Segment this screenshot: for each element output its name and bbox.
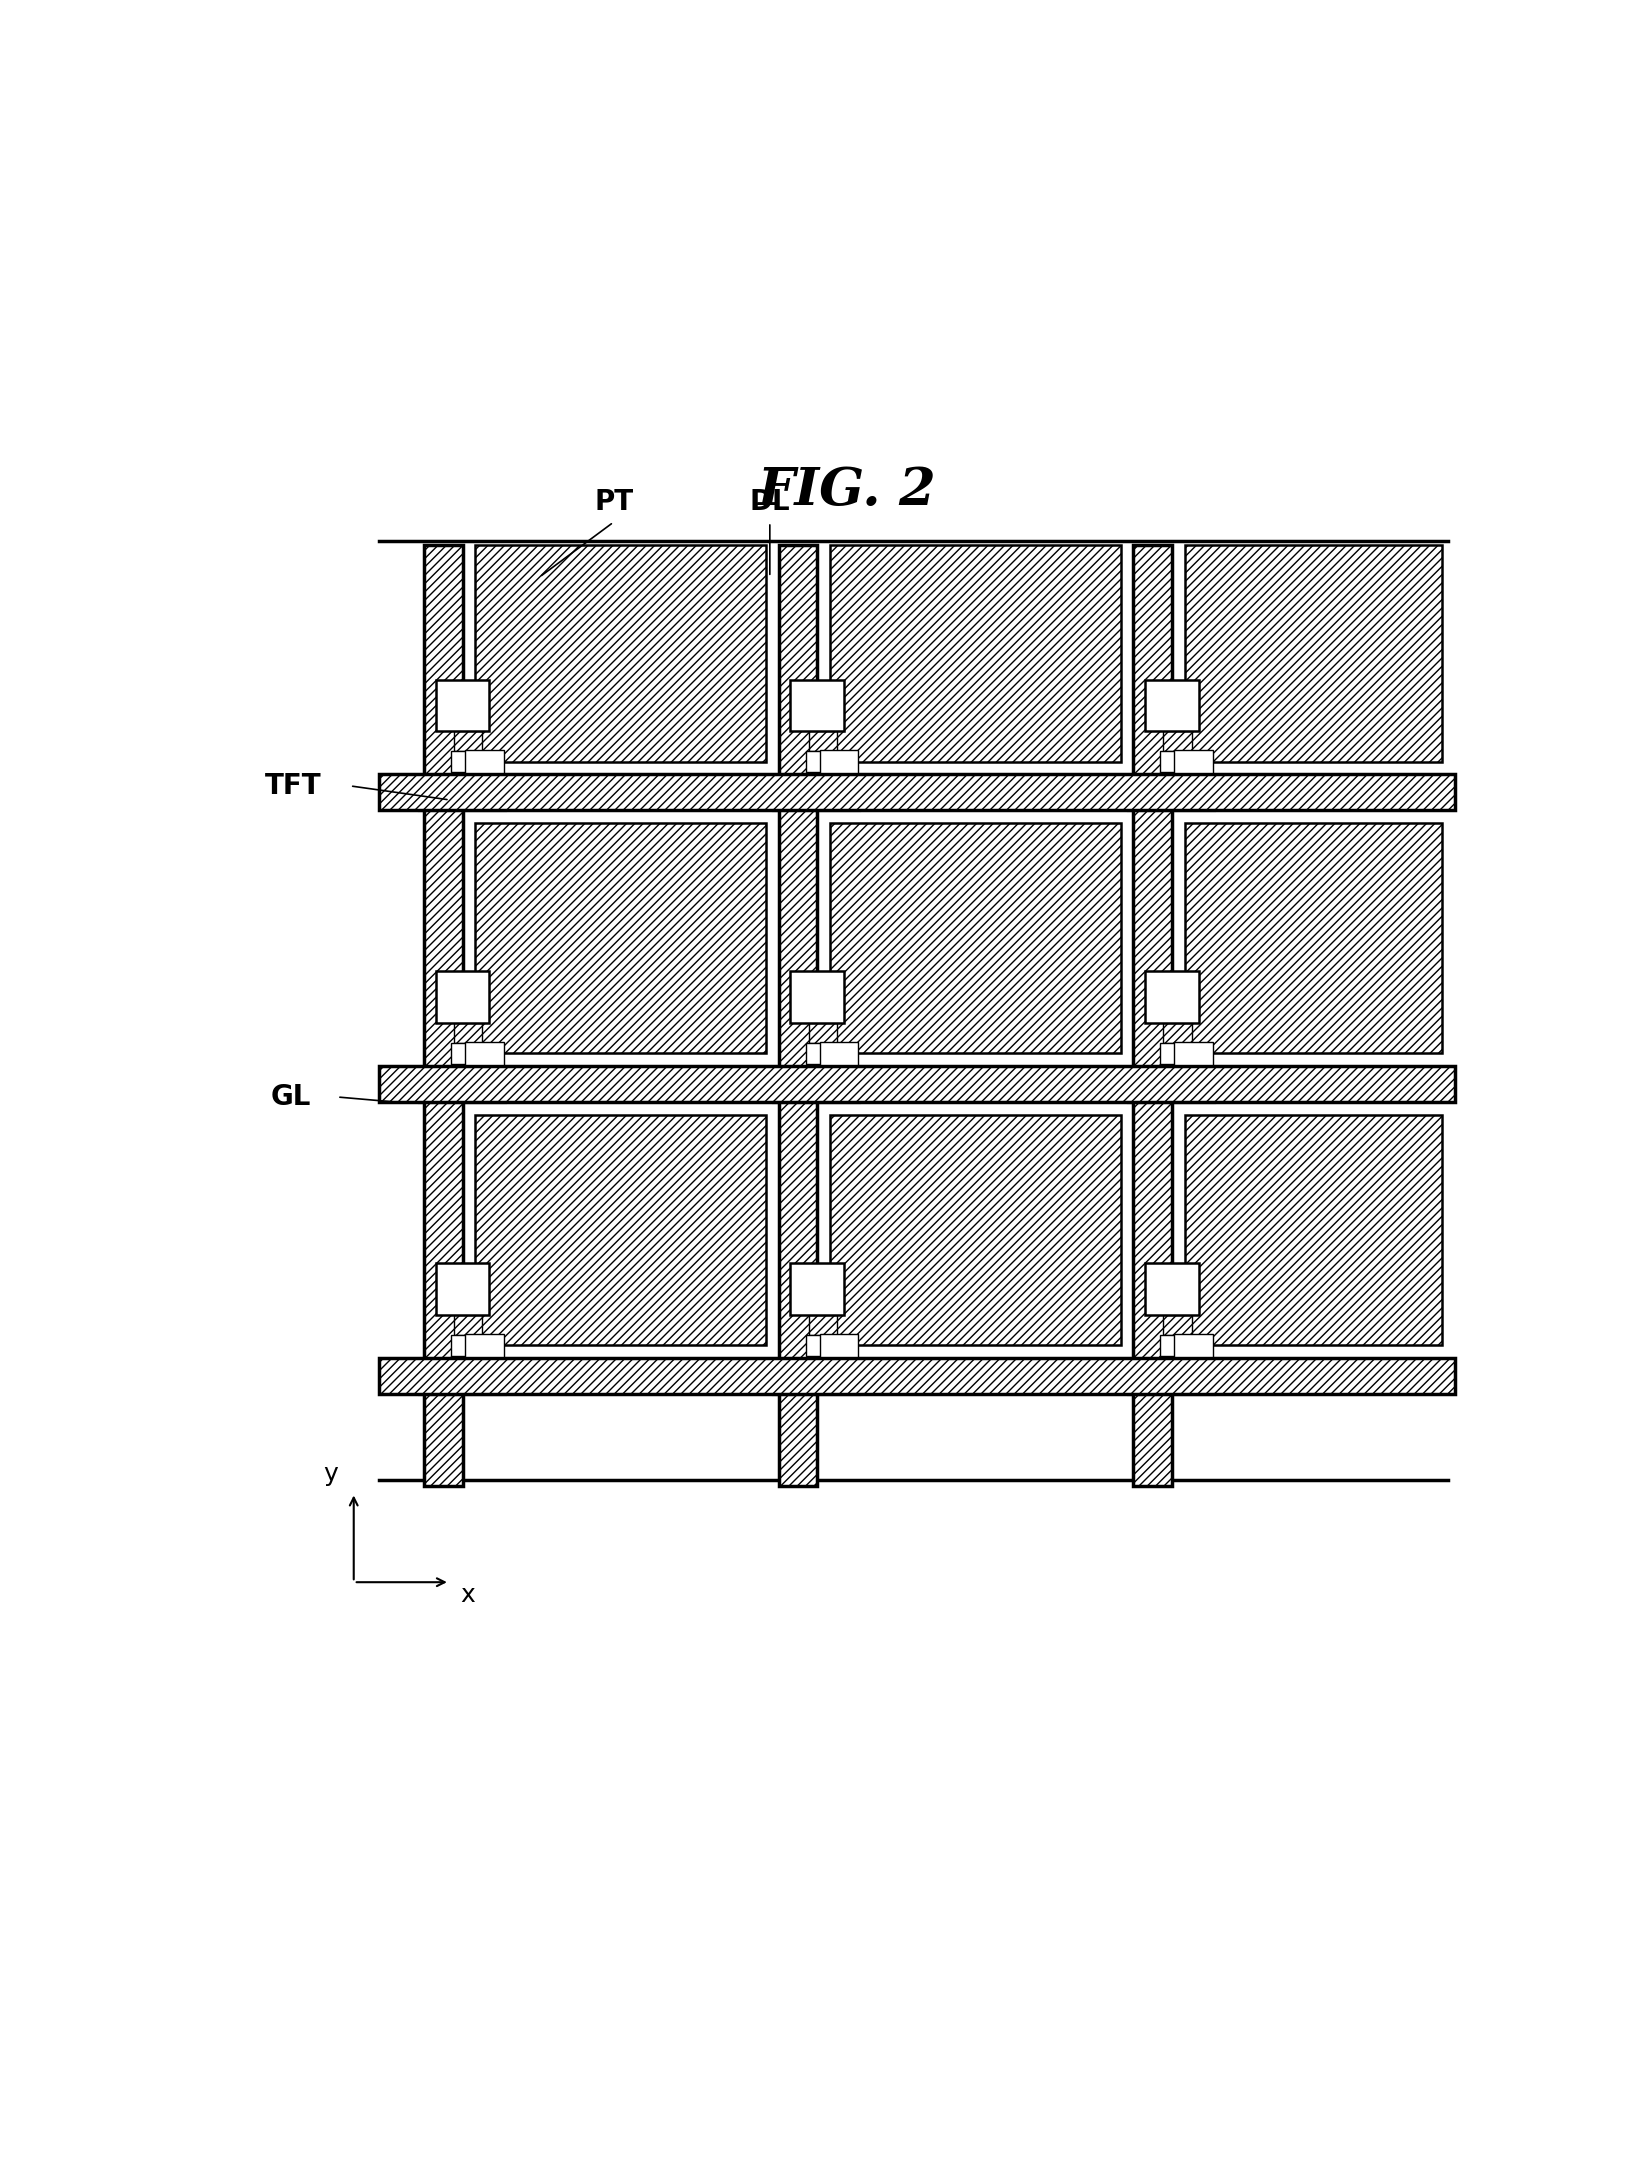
Bar xyxy=(778,546,818,1486)
Text: y: y xyxy=(324,1462,339,1486)
Bar xyxy=(819,751,857,772)
Bar xyxy=(1184,824,1442,1053)
Bar xyxy=(451,1335,474,1355)
Bar xyxy=(1145,679,1199,731)
Text: FIG. 2: FIG. 2 xyxy=(757,464,937,516)
Bar xyxy=(829,1115,1120,1346)
Text: TFT: TFT xyxy=(264,772,322,800)
Bar xyxy=(380,774,1455,811)
Bar xyxy=(806,1335,829,1355)
Bar xyxy=(809,731,838,751)
Bar xyxy=(1175,751,1213,772)
Text: x: x xyxy=(459,1583,474,1607)
Bar xyxy=(1160,1044,1183,1063)
Bar xyxy=(466,1042,504,1066)
Bar xyxy=(790,679,844,731)
Text: DL: DL xyxy=(750,487,790,516)
Bar xyxy=(1184,1115,1442,1346)
Bar xyxy=(454,731,482,751)
Bar xyxy=(809,1022,838,1044)
Bar xyxy=(819,1042,857,1066)
Bar xyxy=(454,1022,482,1044)
Bar xyxy=(380,1066,1455,1102)
Bar xyxy=(1163,731,1191,751)
Bar xyxy=(806,751,829,772)
Bar xyxy=(1160,751,1183,772)
Bar xyxy=(436,679,489,731)
Bar xyxy=(1184,546,1442,761)
Bar xyxy=(1160,1335,1183,1355)
Bar xyxy=(451,1044,474,1063)
Bar xyxy=(806,1044,829,1063)
Bar xyxy=(466,1333,504,1357)
Bar xyxy=(1175,1042,1213,1066)
Bar xyxy=(819,1333,857,1357)
Bar xyxy=(1145,1264,1199,1314)
Bar xyxy=(476,546,767,761)
Bar xyxy=(380,1359,1455,1393)
Bar xyxy=(1163,1022,1191,1044)
Bar xyxy=(790,971,844,1022)
Bar xyxy=(1133,546,1171,1486)
Bar xyxy=(436,971,489,1022)
Bar xyxy=(476,824,767,1053)
Bar xyxy=(1175,1333,1213,1357)
Bar xyxy=(454,1314,482,1335)
Bar xyxy=(476,1115,767,1346)
Bar xyxy=(790,1264,844,1314)
Bar xyxy=(436,1264,489,1314)
Bar xyxy=(809,1314,838,1335)
Bar xyxy=(1163,1314,1191,1335)
Bar xyxy=(466,751,504,772)
Text: PT: PT xyxy=(595,487,633,516)
Bar xyxy=(451,751,474,772)
Text: GL: GL xyxy=(271,1083,312,1111)
Bar xyxy=(425,546,463,1486)
Bar xyxy=(1145,971,1199,1022)
Bar xyxy=(829,546,1120,761)
Bar xyxy=(829,824,1120,1053)
